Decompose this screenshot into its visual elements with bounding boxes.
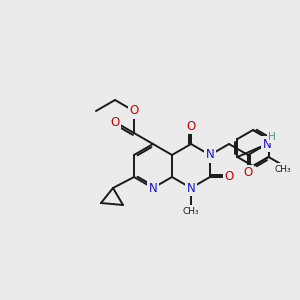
Text: N: N — [206, 148, 214, 161]
Text: O: O — [186, 119, 196, 133]
Text: CH₃: CH₃ — [274, 164, 291, 173]
Text: N: N — [187, 182, 195, 194]
Text: H: H — [268, 132, 276, 142]
Text: O: O — [129, 104, 139, 118]
Text: CH₃: CH₃ — [183, 206, 199, 215]
Text: O: O — [243, 167, 253, 179]
Text: O: O — [110, 116, 120, 128]
Text: O: O — [224, 170, 234, 184]
Text: N: N — [262, 137, 272, 151]
Text: N: N — [148, 182, 158, 194]
